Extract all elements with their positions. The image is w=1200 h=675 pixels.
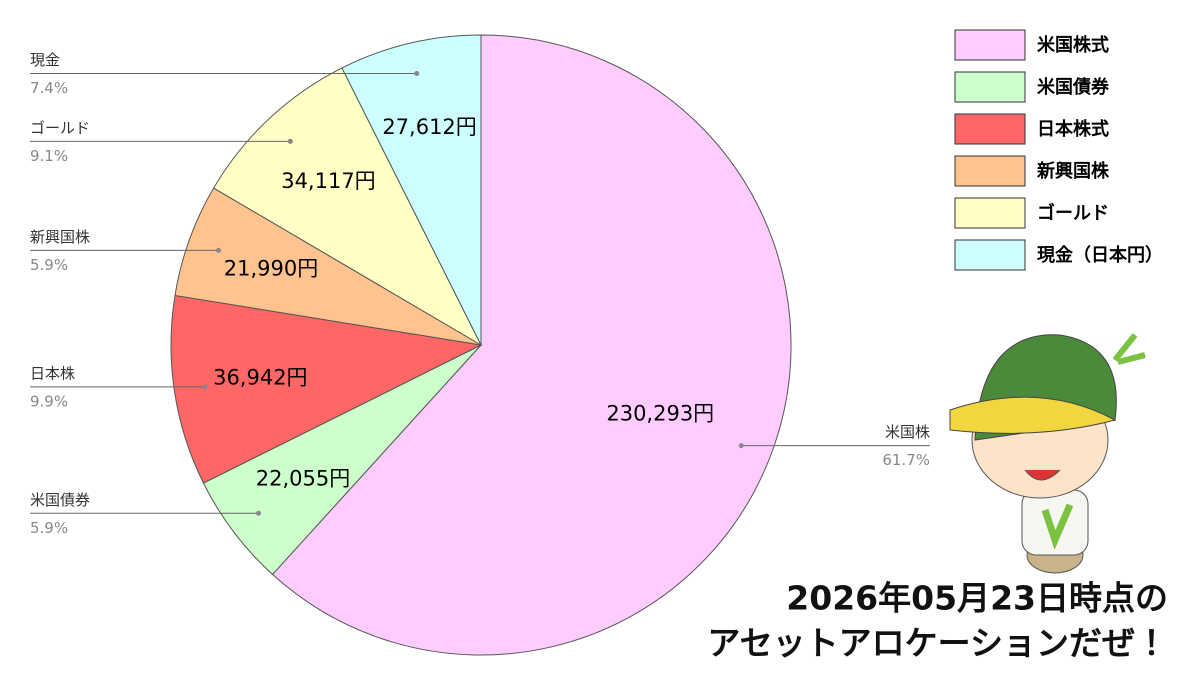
slice-name: 新興国株 [30,228,90,246]
character-illustration [949,333,1146,574]
legend-swatch [954,197,1026,229]
slice-name: 米国債券 [30,491,90,509]
character-logo [1041,503,1074,550]
value-label: 230,293円 [606,401,714,425]
slice-percentage: 61.7% [882,451,930,469]
caption: アセットアロケーションだぜ！ [707,624,1168,663]
value-label: 34,117円 [281,169,375,193]
slice-percentage: 7.4% [30,79,68,97]
legend-swatch [954,239,1026,271]
legend-label: 新興国株 [1036,160,1110,182]
character-mouth [1024,469,1061,481]
leader-dot [414,71,420,77]
leader-dot [202,384,208,390]
character-bill [949,396,1117,434]
pie-slice [341,34,482,346]
legend-swatch [954,155,1026,187]
slice-percentage: 5.9% [30,256,68,274]
caption: 2026年05月23日時点の [786,579,1168,618]
pie-slice [271,34,792,656]
value-label: 22,055円 [256,467,350,491]
legend-label: ゴールド [1037,202,1109,224]
legend-swatch [954,29,1026,61]
leader-dot [216,247,222,253]
slice-name: 日本株 [30,364,75,382]
legend-swatch [954,71,1026,103]
leader-dot [287,138,293,144]
slice-name: 米国株 [885,423,930,441]
value-label: 36,942円 [213,365,307,389]
legend-label: 日本株式 [1037,118,1109,140]
slice-percentage: 9.1% [30,147,68,165]
legend-label: 現金（日本円） [1037,244,1163,266]
character-sprout [1112,333,1146,365]
slice-percentage: 5.9% [30,519,68,537]
slice-name: ゴールド [30,119,90,137]
value-label: 27,612円 [382,115,476,139]
value-label: 21,990円 [224,256,318,280]
legend-swatch [954,113,1026,145]
pie-slice [170,294,483,484]
leader-dot [255,510,261,516]
slice-percentage: 9.9% [30,392,68,410]
leader-dot [738,443,744,449]
legend-label: 米国債券 [1037,76,1110,98]
legend-label: 米国株式 [1037,34,1109,56]
slice-name: 現金 [30,51,60,69]
